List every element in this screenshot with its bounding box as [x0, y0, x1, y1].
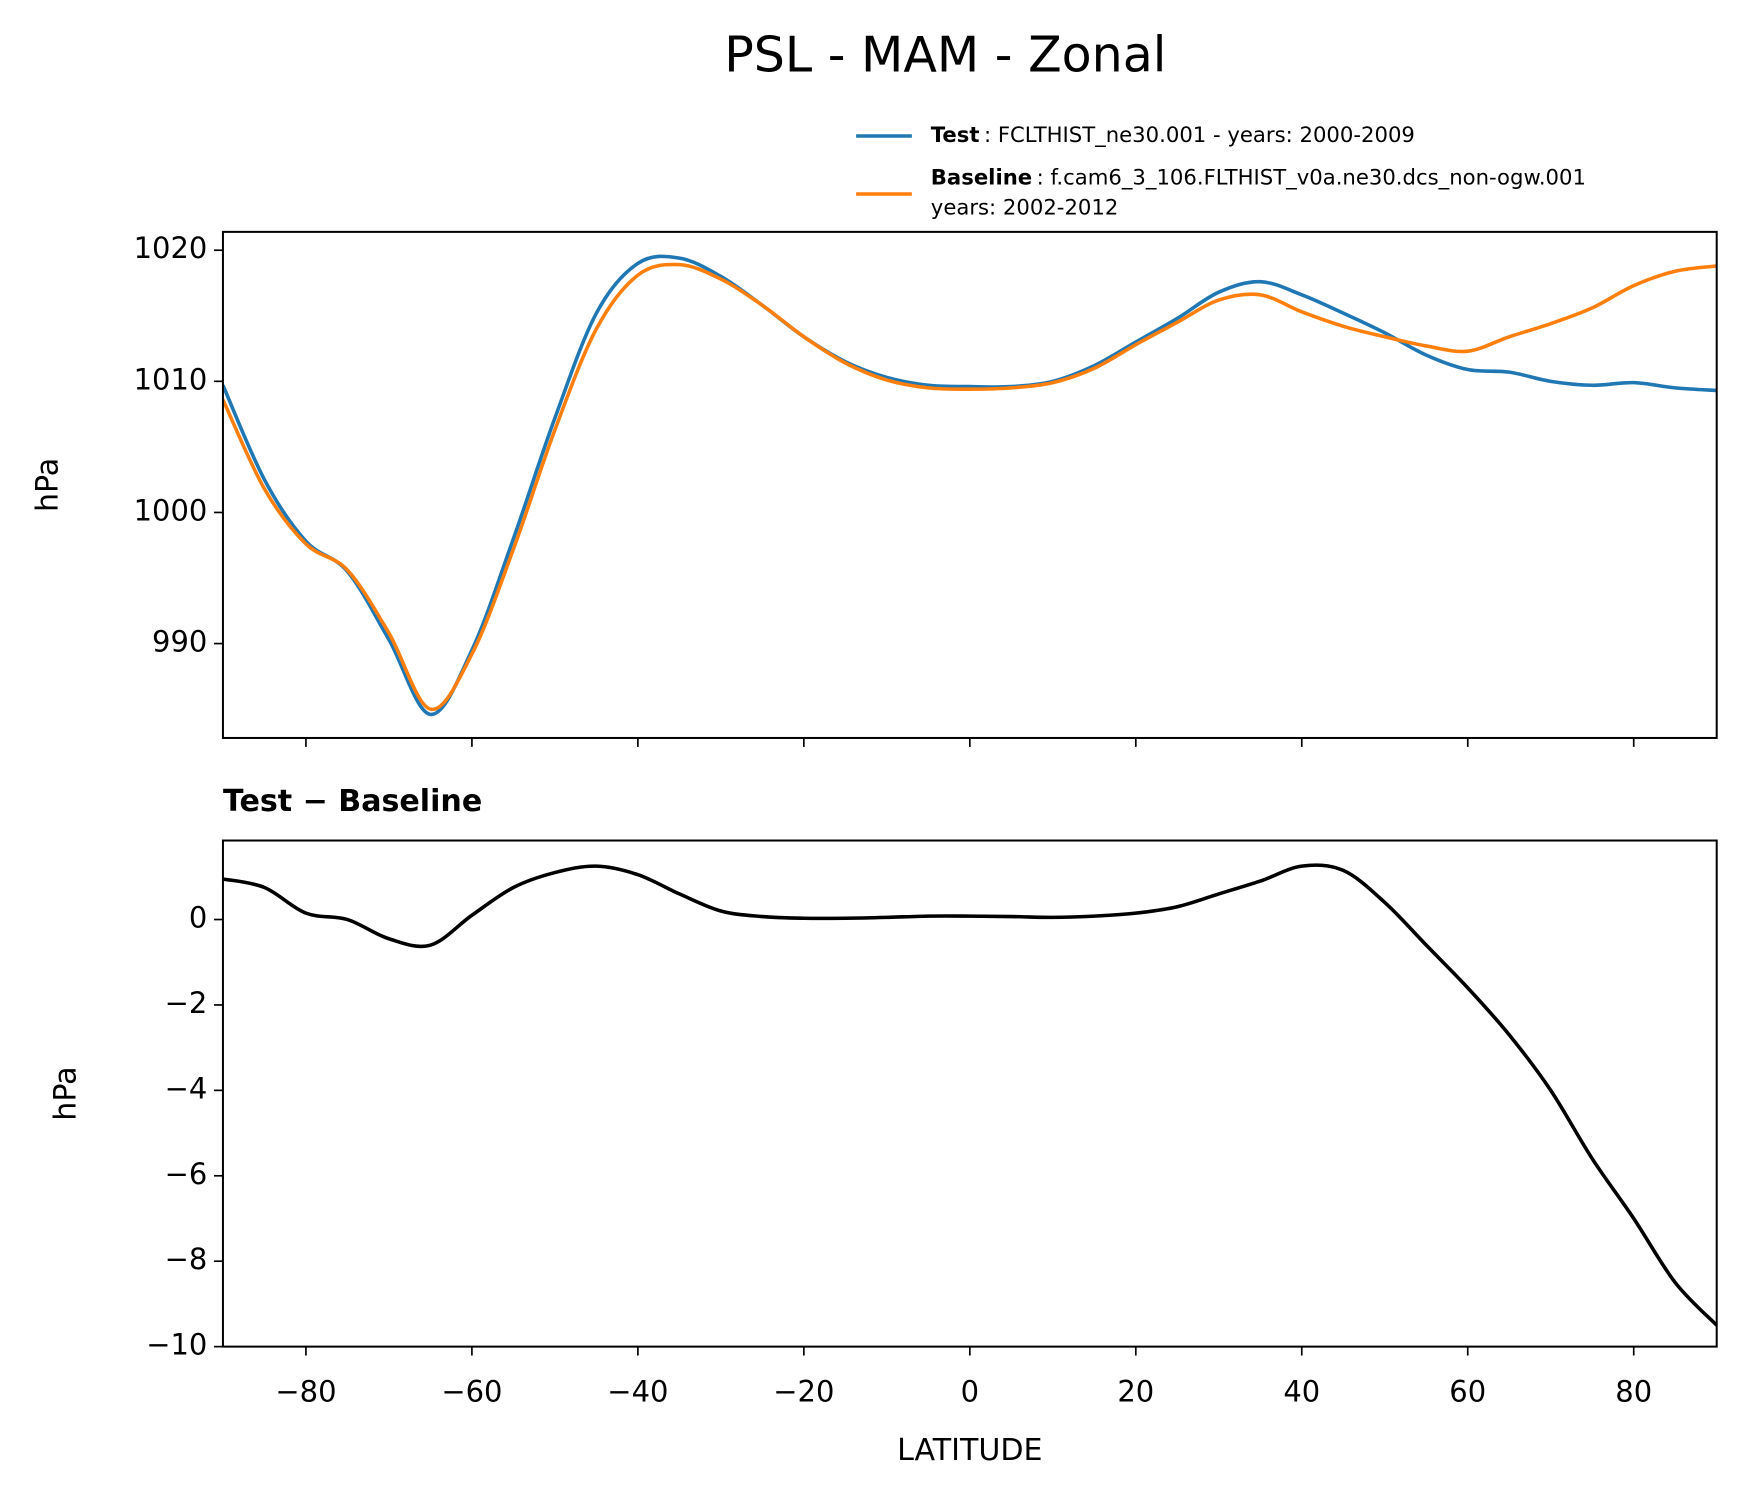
- x-tick-label: 80: [1615, 1374, 1652, 1408]
- y-tick-label: −10: [146, 1328, 207, 1362]
- data-line: [222, 262, 1717, 711]
- x-tick-label: 20: [1117, 1374, 1154, 1408]
- y-tick-label: 0: [189, 901, 207, 935]
- x-tick-label: −80: [275, 1374, 336, 1408]
- y-tick-label: −8: [165, 1242, 208, 1276]
- legend-entry: Baseline: f.cam6_3_106.FLTHIST_v0a.ne30.…: [931, 164, 1586, 190]
- plot-area: [222, 254, 1717, 717]
- legend-detail: : f.cam6_3_106.FLTHIST_v0a.ne30.dcs_non-…: [1037, 164, 1586, 190]
- axes-frame: [221, 839, 1718, 1348]
- legend-detail: : FCLTHIST_ne30.001 - years: 2000-2009: [984, 122, 1415, 148]
- x-tick-label: 40: [1283, 1374, 1320, 1408]
- x-tick-label: −40: [607, 1374, 668, 1408]
- y-tick-label: 990: [152, 625, 207, 659]
- x-tick-label: −20: [773, 1374, 834, 1408]
- y-tick-label: −2: [165, 986, 208, 1020]
- data-line: [222, 863, 1717, 1327]
- figure-title: PSL - MAM - Zonal: [724, 25, 1166, 83]
- plot-area: [222, 863, 1717, 1327]
- y-tick-label: 1000: [134, 493, 208, 527]
- y-axis-label: hPa: [31, 458, 66, 512]
- legend-name: Test: [931, 122, 980, 147]
- legend-detail: years: 2002-2012: [931, 194, 1119, 219]
- y-axis-label: hPa: [48, 1066, 83, 1120]
- y-tick-label: 1020: [134, 231, 208, 265]
- legend-name: Baseline: [931, 164, 1032, 189]
- x-tick-label: −60: [441, 1374, 502, 1408]
- axes-frame: [221, 230, 1718, 739]
- x-tick-label: 0: [961, 1374, 979, 1408]
- y-tick-label: −6: [165, 1157, 208, 1191]
- data-line: [222, 254, 1717, 717]
- x-axis-label: LATITUDE: [897, 1433, 1043, 1468]
- y-tick-label: 1010: [134, 362, 208, 396]
- subplot-title: Test − Baseline: [223, 784, 482, 819]
- y-tick-label: −4: [165, 1071, 208, 1105]
- x-tick-label: 60: [1449, 1374, 1486, 1408]
- legend-entry: Test: FCLTHIST_ne30.001 - years: 2000-20…: [931, 122, 1415, 148]
